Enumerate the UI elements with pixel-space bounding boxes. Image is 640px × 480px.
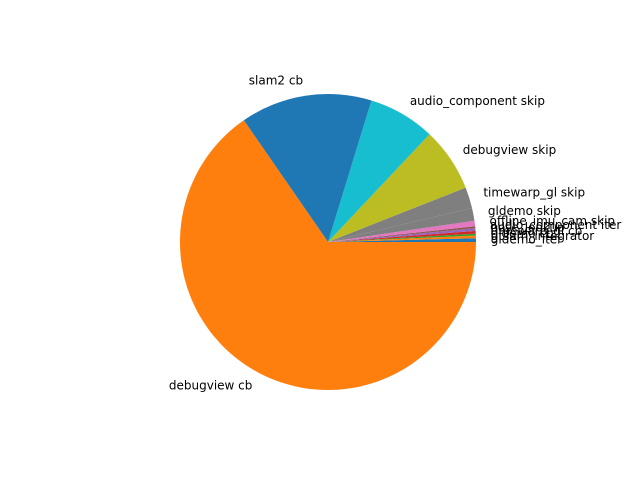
pie-label-audio-component-iter: audio_component iter xyxy=(490,218,621,232)
pie-label-slam2-cb: slam2 cb xyxy=(249,74,303,88)
pie-label-timewarp-gl-skip: timewarp_gl skip xyxy=(483,186,585,200)
pie-label-audio-component-skip: audio_component skip xyxy=(410,94,545,108)
pie-slice-gldemo-skip xyxy=(328,207,475,242)
pie-slice-pose-lookup xyxy=(328,228,476,242)
pie-slice-timewarp-gl-cb xyxy=(328,230,476,242)
pie-label-debugview-skip: debugview skip xyxy=(463,143,556,157)
pie-slice-gtsam-integrator xyxy=(328,235,476,242)
pie-slice-debugview-skip xyxy=(328,134,466,242)
pie-label-timewarp-gl-cb: timewarp_gl cb xyxy=(490,224,582,238)
pie-label-offline-imu-cam-skip: offline_imu_cam skip xyxy=(490,214,616,228)
pie-slice-offline-imu-cam-skip xyxy=(328,220,476,242)
pie-label-gldemo-iter: gldemo_iter xyxy=(491,232,562,246)
pie-slice-slam2-cb xyxy=(243,94,372,242)
pie-label-gldemo-cb: gldemo cb xyxy=(491,226,554,240)
pie-slice-timewarp-gl-skip xyxy=(328,187,473,242)
pie-label-debugview-cb: debugview cb xyxy=(169,379,253,393)
pie-slice-debugview-cb xyxy=(180,120,477,390)
pie-slice-gldemo-iter xyxy=(328,238,476,242)
pie-label-gldemo-skip: gldemo skip xyxy=(488,204,561,218)
pie-slice-gldemo-cb xyxy=(328,233,476,242)
pie-slice-audio-component-skip xyxy=(328,100,430,243)
pie-slice-audio-component-iter xyxy=(328,226,476,242)
pie-slices xyxy=(180,94,477,390)
pie-label-gtsam-integrator: gtsam_integrator xyxy=(491,229,595,243)
pie-label-pose-lookup: pose_lookup xyxy=(490,221,564,235)
